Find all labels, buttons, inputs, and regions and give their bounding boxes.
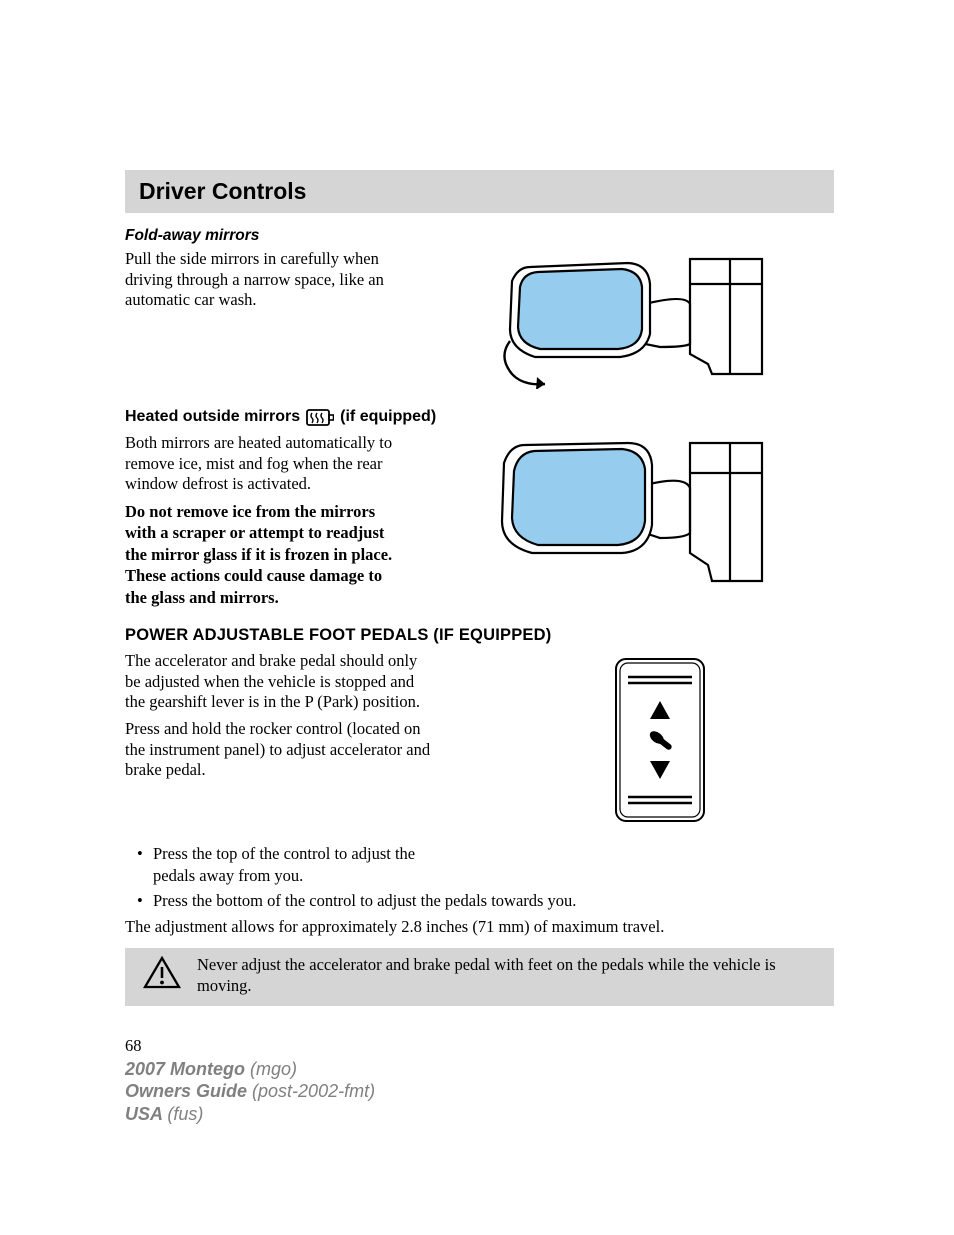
pedals-heading: POWER ADJUSTABLE FOOT PEDALS (IF EQUIPPE… — [125, 626, 834, 645]
heated-mirrors-bold: Do not remove ice from the mirrors with … — [125, 501, 395, 608]
heated-mirrors-heading-b: (if equipped) — [340, 408, 436, 426]
section-title-bar: Driver Controls — [125, 170, 834, 213]
pedals-p3: The adjustment allows for approximately … — [125, 917, 685, 938]
fold-away-body: Pull the side mirrors in carefully when … — [125, 249, 395, 311]
fold-away-heading: Fold-away mirrors — [125, 227, 834, 245]
mirror-folding-illustration — [490, 249, 770, 389]
list-item: Press the top of the control to adjust t… — [143, 843, 453, 886]
heated-mirrors-heading-a: Heated outside mirrors — [125, 408, 300, 426]
page-number: 68 — [125, 1036, 834, 1056]
footer-l2a: Owners Guide — [125, 1081, 252, 1101]
list-item: Press the bottom of the control to adjus… — [143, 890, 834, 911]
footer-l3a: USA — [125, 1104, 167, 1124]
heated-mirror-icon — [306, 407, 334, 427]
mirror-illustration — [490, 433, 770, 593]
pedal-rocker-illustration — [610, 655, 710, 825]
warning-box: Never adjust the accelerator and brake p… — [125, 948, 834, 1006]
pedals-bullet-list: Press the top of the control to adjust t… — [125, 843, 834, 911]
footer-block: 2007 Montego (mgo) Owners Guide (post-20… — [125, 1058, 375, 1126]
pedals-p2: Press and hold the rocker control (locat… — [125, 719, 435, 781]
footer-l1b: (mgo) — [250, 1059, 297, 1079]
pedals-p1: The accelerator and brake pedal should o… — [125, 651, 435, 713]
footer-l1a: 2007 Montego — [125, 1059, 250, 1079]
warning-text: Never adjust the accelerator and brake p… — [197, 954, 822, 996]
footer-l2b: (post-2002-fmt) — [252, 1081, 375, 1101]
heated-mirrors-body: Both mirrors are heated automatically to… — [125, 433, 395, 495]
footer-l3b: (fus) — [167, 1104, 203, 1124]
section-title: Driver Controls — [139, 178, 820, 205]
heated-mirrors-heading: Heated outside mirrors (if equipped) — [125, 407, 834, 427]
warning-triangle-icon — [143, 956, 181, 990]
